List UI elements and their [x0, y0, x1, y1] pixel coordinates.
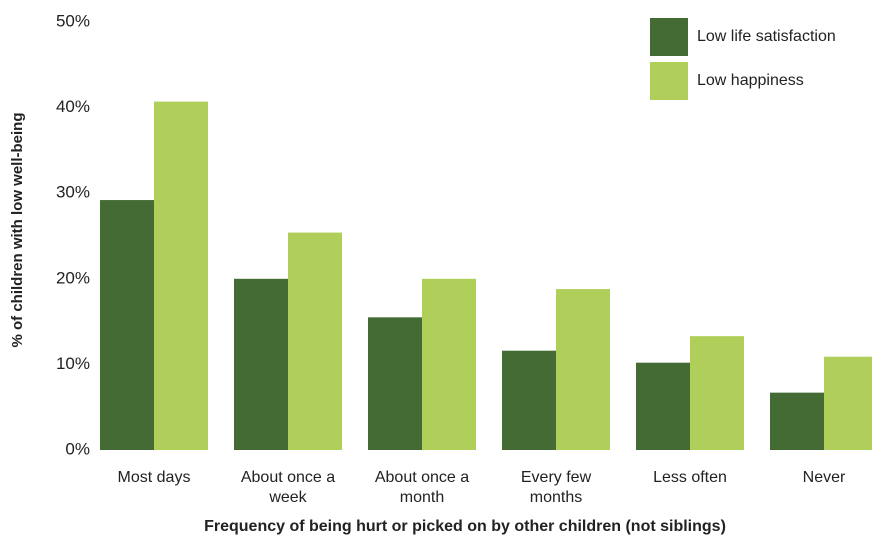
- x-tick-label: About once a week: [240, 469, 336, 506]
- y-tick-label: 20%: [56, 268, 90, 287]
- y-tick-label: 40%: [56, 97, 90, 116]
- bar: [288, 232, 342, 450]
- bar: [234, 278, 288, 450]
- x-tick-label: Most days: [117, 469, 191, 486]
- y-tick-label: 30%: [56, 183, 90, 202]
- bar: [770, 392, 824, 450]
- legend-swatch: [650, 62, 688, 100]
- y-tick-label: 50%: [56, 11, 90, 30]
- bar: [100, 200, 154, 450]
- x-tick-label: About once a month: [374, 469, 470, 506]
- x-tick-label: Every few months: [520, 469, 592, 506]
- y-tick-label: 0%: [65, 439, 90, 458]
- y-tick-label: 10%: [56, 354, 90, 373]
- bar: [556, 289, 610, 450]
- bar: [824, 356, 872, 450]
- bar: [154, 101, 208, 450]
- x-tick-label: Less often: [653, 469, 727, 486]
- bar: [368, 317, 422, 450]
- bar: [422, 278, 476, 450]
- x-tick-label: Never: [802, 469, 846, 486]
- legend-label: Low life satisfaction: [697, 28, 836, 45]
- legend-swatch: [650, 18, 688, 56]
- bar: [636, 362, 690, 450]
- bar: [502, 350, 556, 450]
- x-axis-title: Frequency of being hurt or picked on by …: [204, 518, 726, 535]
- y-axis-title: % of children with low well-being: [9, 112, 26, 347]
- bar: [690, 336, 744, 450]
- legend-label: Low happiness: [697, 72, 804, 89]
